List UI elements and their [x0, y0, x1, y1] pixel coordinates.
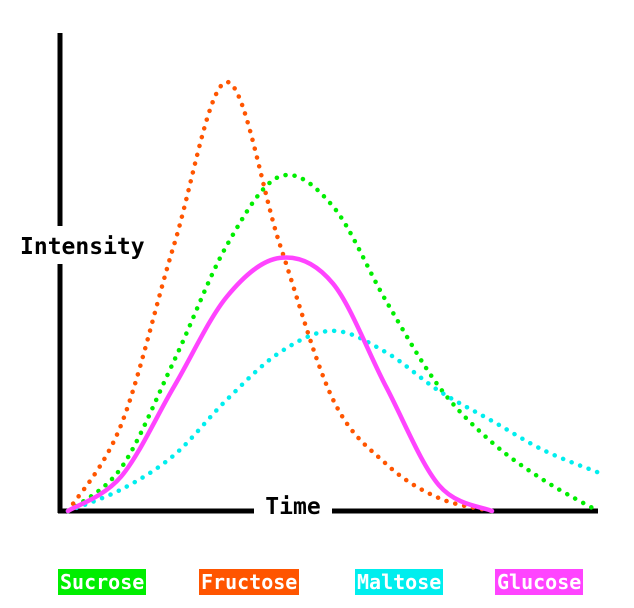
legend-item-fructose: Fructose — [199, 569, 300, 595]
y-axis-label: Intensity — [20, 234, 145, 260]
x-axis-label: Time — [265, 494, 320, 520]
legend-item-maltose: Maltose — [355, 569, 444, 595]
y-label-backdrop — [16, 226, 164, 264]
series-line-fructose — [65, 79, 495, 514]
legend-item-glucose: Glucose — [495, 569, 584, 595]
series-line-sucrose — [65, 172, 601, 514]
legend-item-sucrose: Sucrose — [58, 569, 147, 595]
x-label-backdrop — [254, 490, 332, 524]
series-line-glucose — [65, 255, 495, 514]
legend: Sucrose Fructose Maltose Glucose — [0, 569, 634, 597]
series-line-maltose — [65, 328, 601, 514]
series-layer — [65, 79, 601, 514]
